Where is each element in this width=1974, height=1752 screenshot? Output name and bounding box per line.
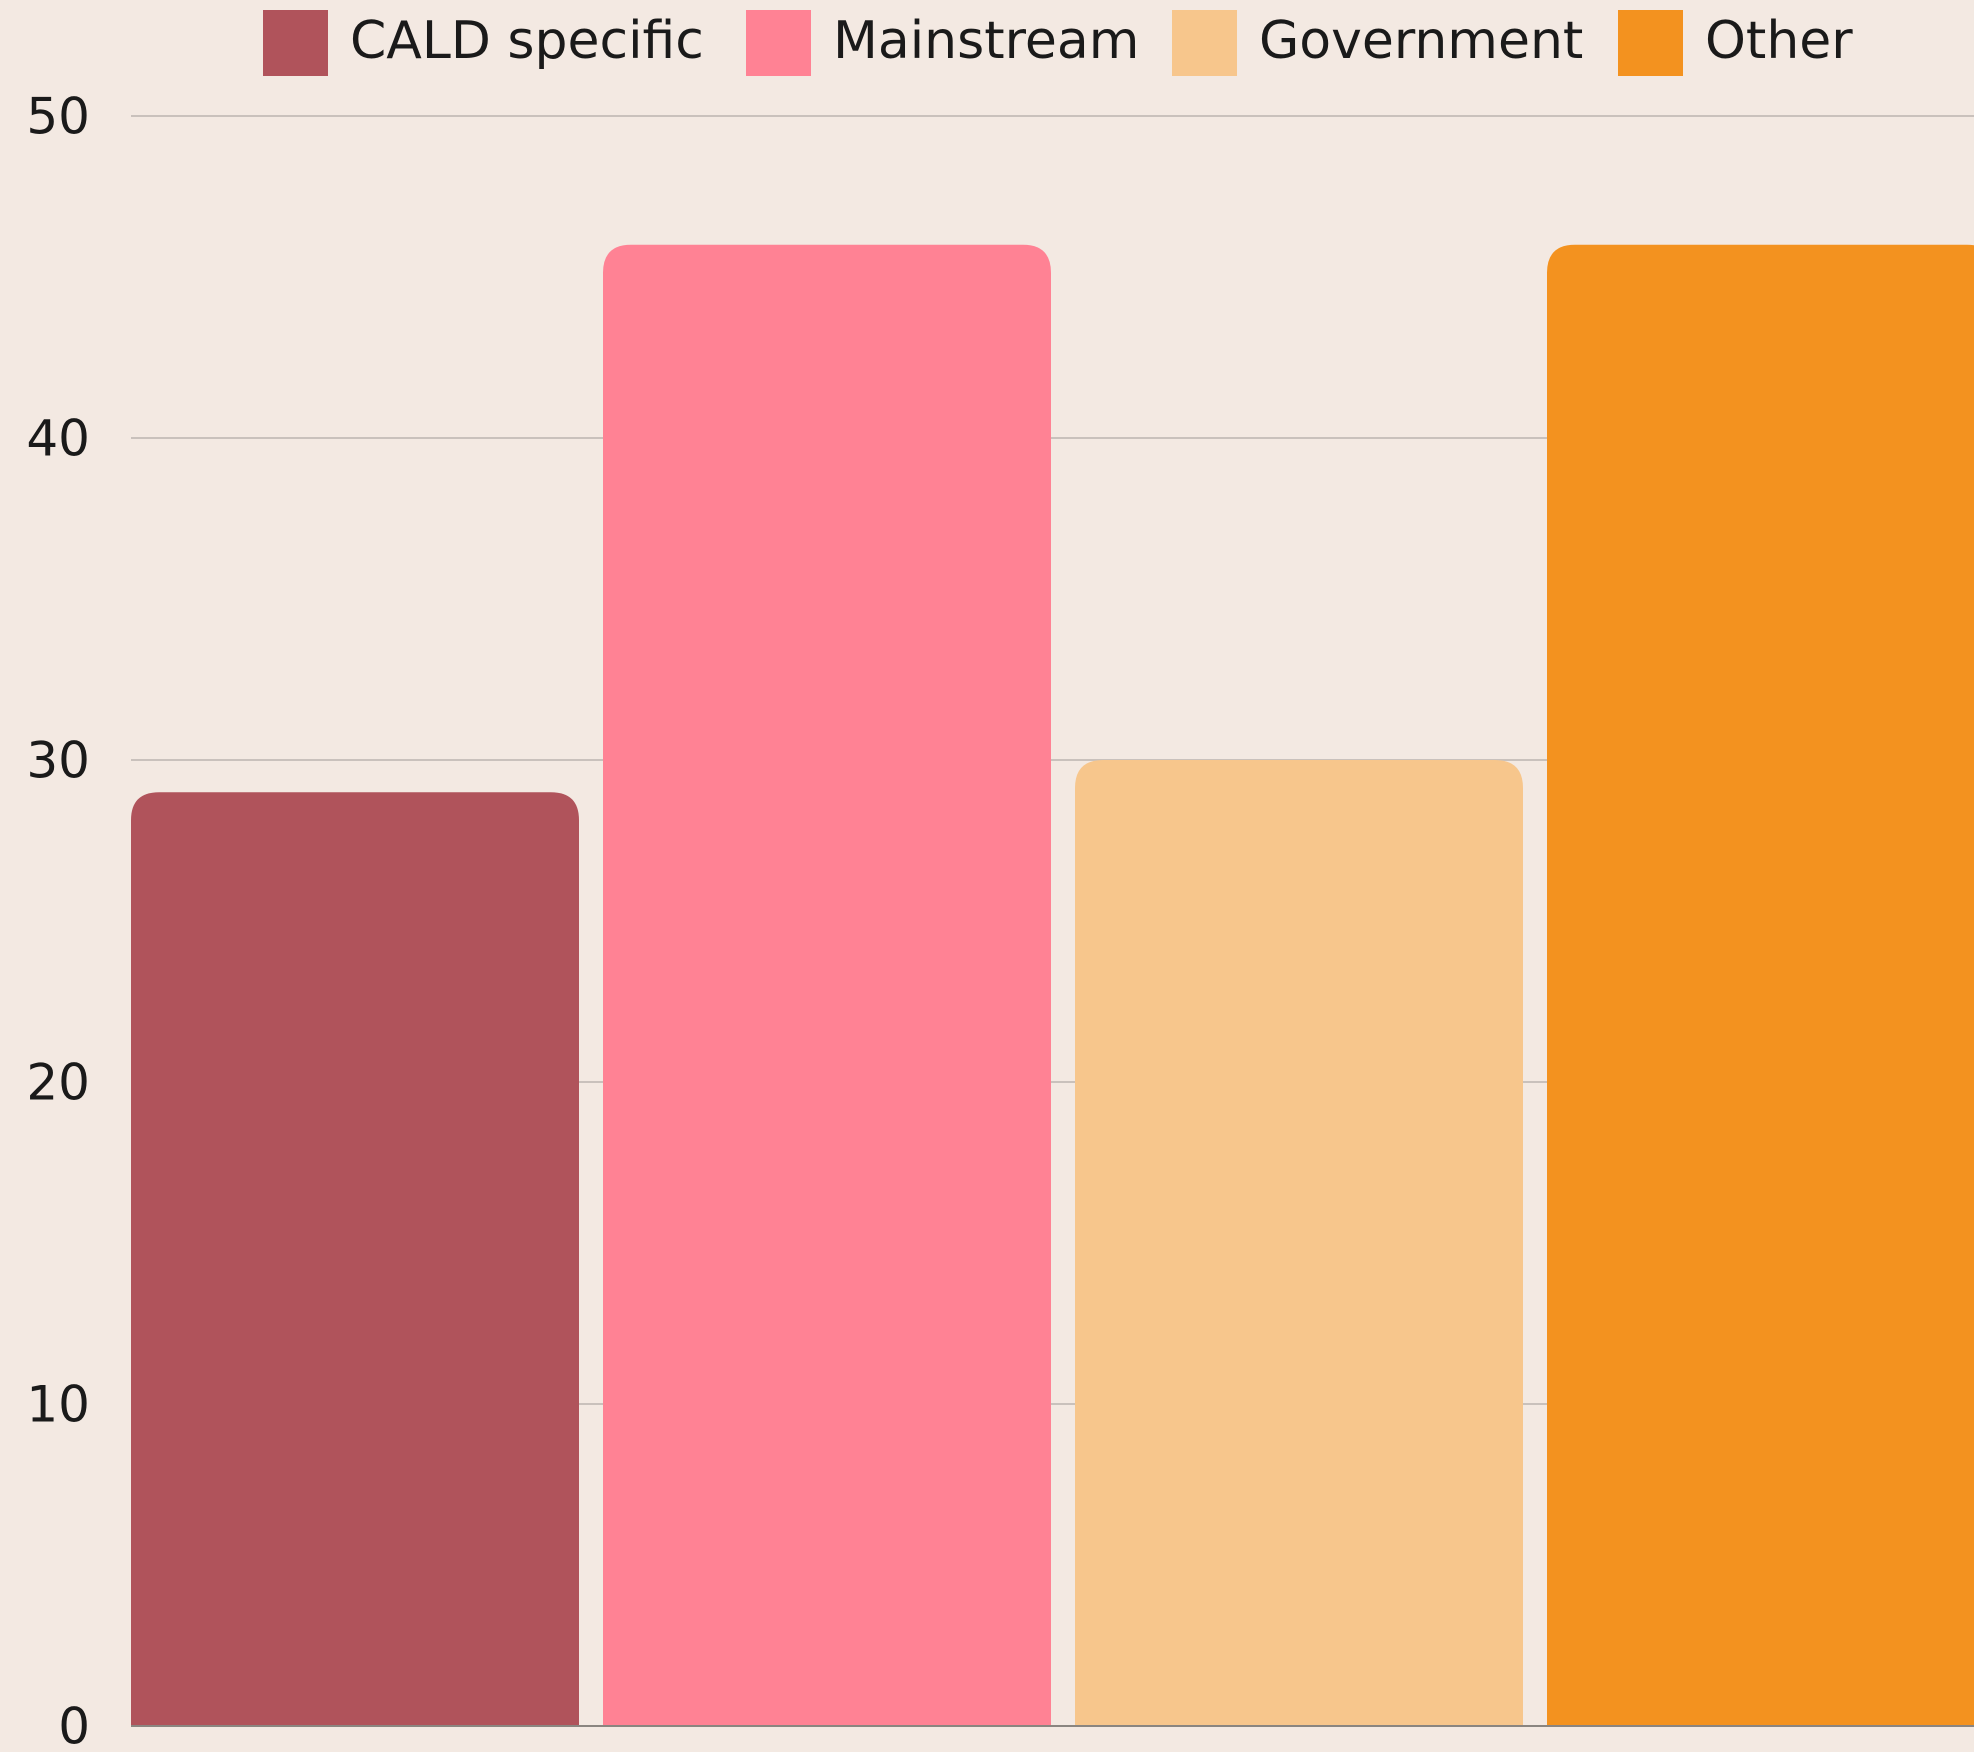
legend-label: Other <box>1705 11 1853 71</box>
legend-label: Government <box>1259 11 1583 71</box>
bar <box>1547 244 1974 1726</box>
y-tick-label: 0 <box>58 1698 90 1752</box>
legend-swatch <box>746 10 811 76</box>
legend-label: CALD specific <box>350 11 704 71</box>
legend-swatch <box>1618 10 1683 76</box>
y-tick-label: 50 <box>26 88 90 146</box>
bar <box>1075 760 1523 1726</box>
y-tick-label: 20 <box>26 1054 90 1112</box>
bar <box>131 792 579 1726</box>
y-tick-label: 10 <box>26 1376 90 1434</box>
legend-label: Mainstream <box>833 11 1139 71</box>
legend-swatch <box>1172 10 1237 76</box>
y-tick-label: 30 <box>26 732 90 790</box>
legend-swatch <box>263 10 328 76</box>
y-tick-label: 40 <box>26 410 90 468</box>
bar <box>603 244 1051 1726</box>
